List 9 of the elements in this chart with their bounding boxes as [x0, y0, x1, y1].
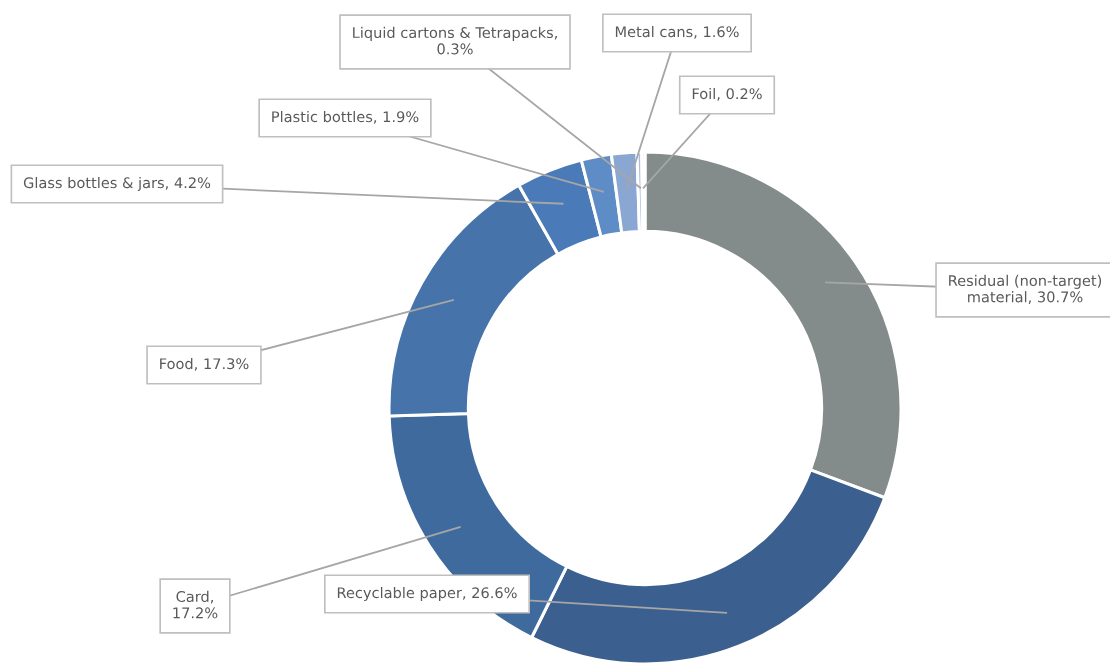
slice-label: Foil, 0.2%: [692, 87, 762, 101]
slice-label: Recyclable paper, 26.6%: [337, 586, 517, 602]
slice-label: Metal cans, 1.6%: [615, 25, 739, 39]
slice-label: Residual (non-target) material, 30.7%: [949, 274, 1102, 304]
slice-label: Glass bottles & jars, 4.2%: [23, 176, 211, 192]
slice-label: Liquid cartons & Tetrapacks, 0.3%: [353, 26, 557, 55]
slice-label: Food, 17.3%: [160, 357, 249, 371]
slice-label: Plastic bottles, 1.9%: [272, 110, 419, 124]
slice-label: Card, 17.2%: [173, 590, 218, 619]
